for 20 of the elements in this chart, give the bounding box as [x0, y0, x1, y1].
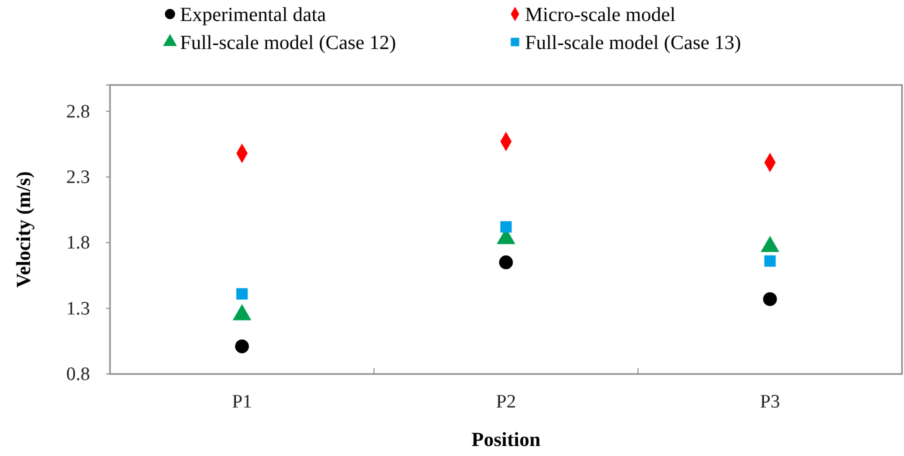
y-axis-title: Velocity (m/s) — [13, 171, 35, 288]
legend-label: Micro-scale model — [525, 4, 676, 26]
legend-label: Full-scale model (Case 12) — [180, 32, 396, 54]
point — [499, 255, 513, 270]
x-tick-label: P2 — [496, 391, 516, 412]
legend-label: Experimental data — [180, 4, 326, 26]
x-tick-label: P3 — [760, 391, 780, 412]
point — [764, 255, 776, 267]
legend-label: Full-scale model (Case 13) — [525, 32, 742, 54]
point — [500, 221, 512, 233]
y-tick-label: 2.3 — [66, 167, 90, 188]
point — [236, 288, 248, 300]
x-axis-title: Position — [472, 429, 540, 451]
y-tick-label: 1.8 — [66, 232, 90, 254]
y-tick-label: 1.3 — [66, 298, 90, 320]
y-tick-label: 2.8 — [66, 101, 90, 122]
x-tick-label: P1 — [232, 391, 252, 412]
y-tick-label: 0.8 — [66, 364, 90, 386]
point — [763, 292, 777, 306]
point — [235, 340, 249, 354]
